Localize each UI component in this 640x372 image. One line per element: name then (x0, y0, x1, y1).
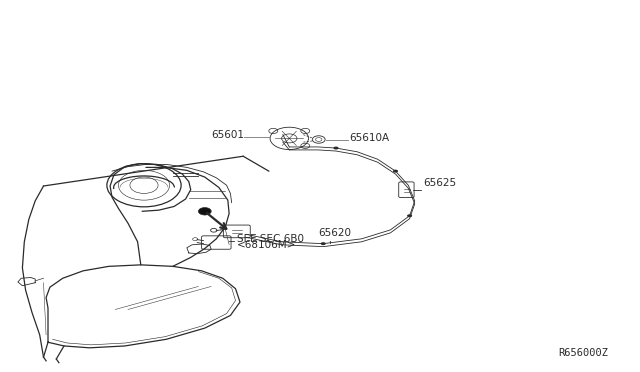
Text: 65601: 65601 (211, 131, 244, 140)
Text: 65610A: 65610A (349, 134, 390, 143)
Text: 65625: 65625 (423, 178, 456, 188)
Text: 65620: 65620 (318, 228, 351, 238)
Circle shape (393, 170, 398, 173)
Circle shape (407, 214, 412, 217)
Circle shape (198, 208, 211, 215)
Circle shape (333, 147, 339, 150)
Text: SEE SEC.6B0: SEE SEC.6B0 (237, 234, 304, 244)
Text: R656000Z: R656000Z (558, 348, 608, 358)
Circle shape (321, 242, 326, 245)
Text: <68106M>: <68106M> (237, 240, 296, 250)
